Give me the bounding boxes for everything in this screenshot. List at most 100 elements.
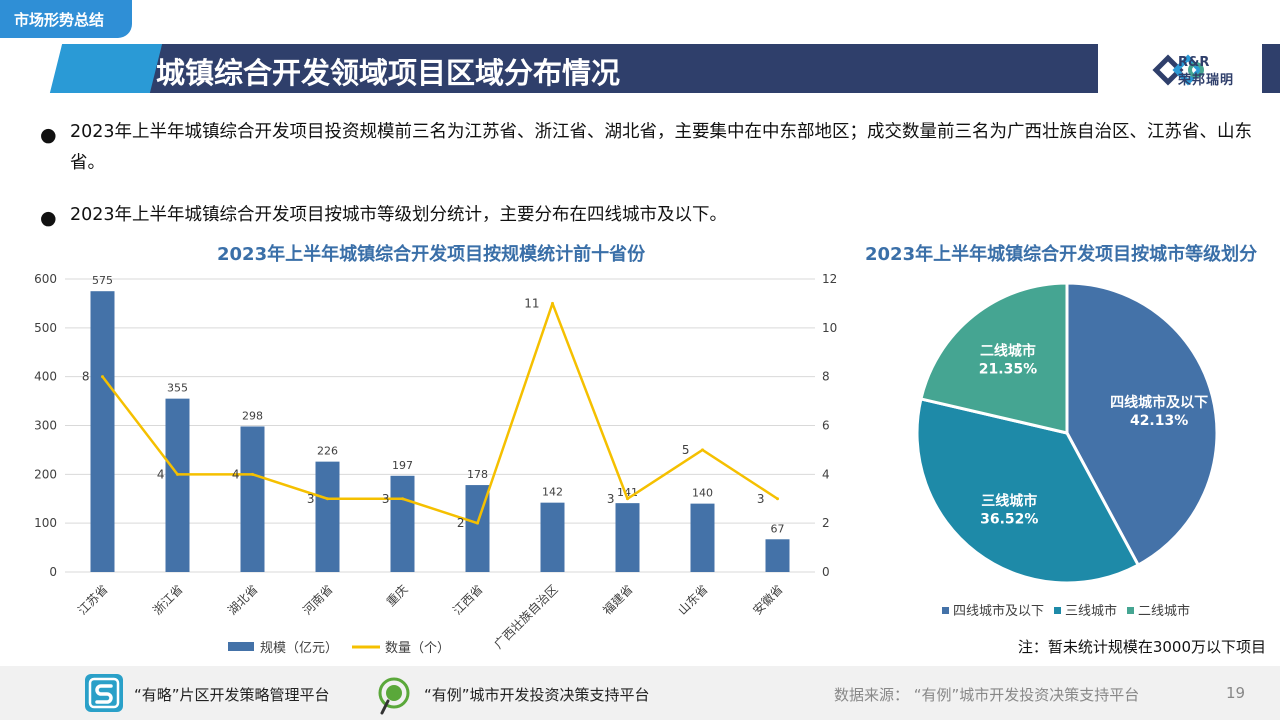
line-point <box>326 497 329 501</box>
pie-slice-label: 二线城市 <box>980 343 1036 360</box>
y-left-tick-label: 300 <box>34 419 57 433</box>
bar <box>615 503 640 572</box>
youli-platform-icon <box>378 677 410 715</box>
footer-platform-2: “有例”城市开发投资决策支持平台 <box>424 686 650 704</box>
pie-legend-swatch <box>942 607 949 614</box>
title-accent <box>49 44 163 93</box>
line-data-label: 5 <box>682 443 690 457</box>
bar-data-label: 178 <box>467 468 488 481</box>
y-left-tick-label: 200 <box>34 467 57 481</box>
pie-slice <box>919 281 1069 435</box>
pie-legend-swatch <box>1127 607 1134 614</box>
pie-slice-value: 21.35% <box>979 362 1037 378</box>
line-data-label: 3 <box>382 492 390 506</box>
x-tick-label: 湖北省 <box>225 582 261 618</box>
bar-data-label: 226 <box>317 445 338 458</box>
pie-slice <box>915 397 1141 585</box>
x-tick-label: 重庆 <box>384 582 411 609</box>
chart-note: 注：暂未统计规模在3000万以下项目 <box>1017 638 1266 656</box>
line-point <box>776 497 779 501</box>
bar-data-label: 142 <box>542 486 563 499</box>
y-right-tick-label: 8 <box>822 370 830 384</box>
legend-label-bar: 规模（亿元） <box>260 641 338 656</box>
y-left-tick-label: 0 <box>49 565 57 579</box>
y-left-tick-label: 600 <box>34 272 57 286</box>
bar-data-label: 140 <box>692 487 713 500</box>
line-data-label: 4 <box>232 467 240 481</box>
x-tick-label: 江苏省 <box>75 582 110 617</box>
footer-platform-1: “有略”片区开发策略管理平台 <box>134 686 330 704</box>
page-number: 19 <box>1226 684 1246 702</box>
pie-legend-swatch <box>1054 607 1061 614</box>
x-tick-label: 广西壮族自治区 <box>491 582 560 651</box>
x-tick-label: 江西省 <box>450 582 485 617</box>
bar-data-label: 197 <box>392 459 413 472</box>
line-point <box>251 472 254 476</box>
page-title: 城镇综合开发领域项目区域分布情况 <box>156 56 621 90</box>
title-banner-end <box>1262 44 1280 93</box>
bar <box>90 291 115 572</box>
y-right-tick-label: 10 <box>822 321 837 335</box>
y-left-tick-label: 100 <box>34 516 57 530</box>
bar <box>390 475 415 572</box>
y-right-tick-label: 4 <box>822 467 830 481</box>
bullet-dot: ● <box>40 124 57 146</box>
bullet-text-2: 2023年上半年城镇综合开发项目按城市等级划分统计，主要分布在四线城市及以下。 <box>70 205 728 225</box>
pie-legend-label: 三线城市 <box>1065 603 1117 619</box>
pie-slice-label: 四线城市及以下 <box>1110 394 1208 411</box>
y-right-tick-label: 0 <box>822 565 830 579</box>
y-right-tick-label: 6 <box>822 419 830 433</box>
y-right-tick-label: 2 <box>822 516 830 530</box>
pie-legend-label: 四线城市及以下 <box>953 603 1044 619</box>
title-banner <box>68 44 1098 93</box>
y-left-tick-label: 400 <box>34 370 57 384</box>
bullet-dot: ● <box>40 207 57 229</box>
logo-chinese-text: 荣邦瑞明 <box>1178 73 1235 88</box>
legend-label-line: 数量（个） <box>385 641 450 656</box>
x-tick-label: 福建省 <box>600 582 636 618</box>
x-tick-label: 浙江省 <box>150 582 185 617</box>
bar-data-label: 67 <box>771 522 785 535</box>
bar <box>315 461 340 572</box>
bar-chart-title: 2023年上半年城镇综合开发项目按规模统计前十省份 <box>217 244 646 265</box>
footer-data-source: 数据来源： “有例”城市开发投资决策支持平台 <box>834 686 1140 704</box>
line-data-label: 3 <box>607 492 615 506</box>
pie-slice-value: 42.13% <box>1130 413 1188 429</box>
line-point <box>101 375 104 379</box>
line-point <box>476 521 479 525</box>
logo-text: R&R <box>1178 55 1210 70</box>
youlue-platform-icon <box>85 674 123 712</box>
line-point <box>551 301 554 305</box>
line-data-label: 8 <box>82 370 90 384</box>
pie-slice-label: 三线城市 <box>981 492 1037 509</box>
line-data-label: 3 <box>757 492 765 506</box>
line-point <box>626 497 629 501</box>
line-point <box>701 448 704 452</box>
company-logo-icon <box>1152 54 1204 86</box>
section-tag-label: 市场形势总结 <box>14 11 105 29</box>
bar <box>765 539 790 572</box>
legend-swatch-bar <box>228 642 254 651</box>
bullet-text-1: 2023年上半年城镇综合开发项目投资规模前三名为江苏省、浙江省、湖北省，主要集中… <box>70 122 1253 173</box>
pie-slice-value: 36.52% <box>980 511 1038 527</box>
pie-chart: 四线城市及以下 42.13% 三线城市 36.52% 二线城市 21.35% 四线城市及以下… <box>915 281 1219 619</box>
section-tag <box>0 0 132 38</box>
x-tick-label: 安徽省 <box>750 582 786 618</box>
pie-legend-label: 二线城市 <box>1138 603 1190 619</box>
bar-line-chart: 0 100 200 300 400 500 600 0 2 4 6 8 10 12 575 355 298 226… <box>34 272 837 656</box>
line-data-label: 2 <box>457 516 465 530</box>
line-point <box>401 497 404 501</box>
line-data-label: 4 <box>157 467 165 481</box>
y-right-tick-label: 12 <box>822 272 837 286</box>
line-point <box>176 472 179 476</box>
footer-bar <box>0 666 1280 720</box>
bar-data-label: 298 <box>242 409 263 422</box>
pie-chart-title: 2023年上半年城镇综合开发项目按城市等级划分 <box>865 244 1258 265</box>
pie-slice <box>1065 281 1219 568</box>
y-left-tick-label: 500 <box>34 321 57 335</box>
bar <box>165 398 190 572</box>
x-tick-label: 河南省 <box>300 582 336 618</box>
x-tick-label: 山东省 <box>675 582 710 617</box>
bar-data-label: 355 <box>167 382 188 395</box>
bar-data-label: 575 <box>92 274 113 287</box>
